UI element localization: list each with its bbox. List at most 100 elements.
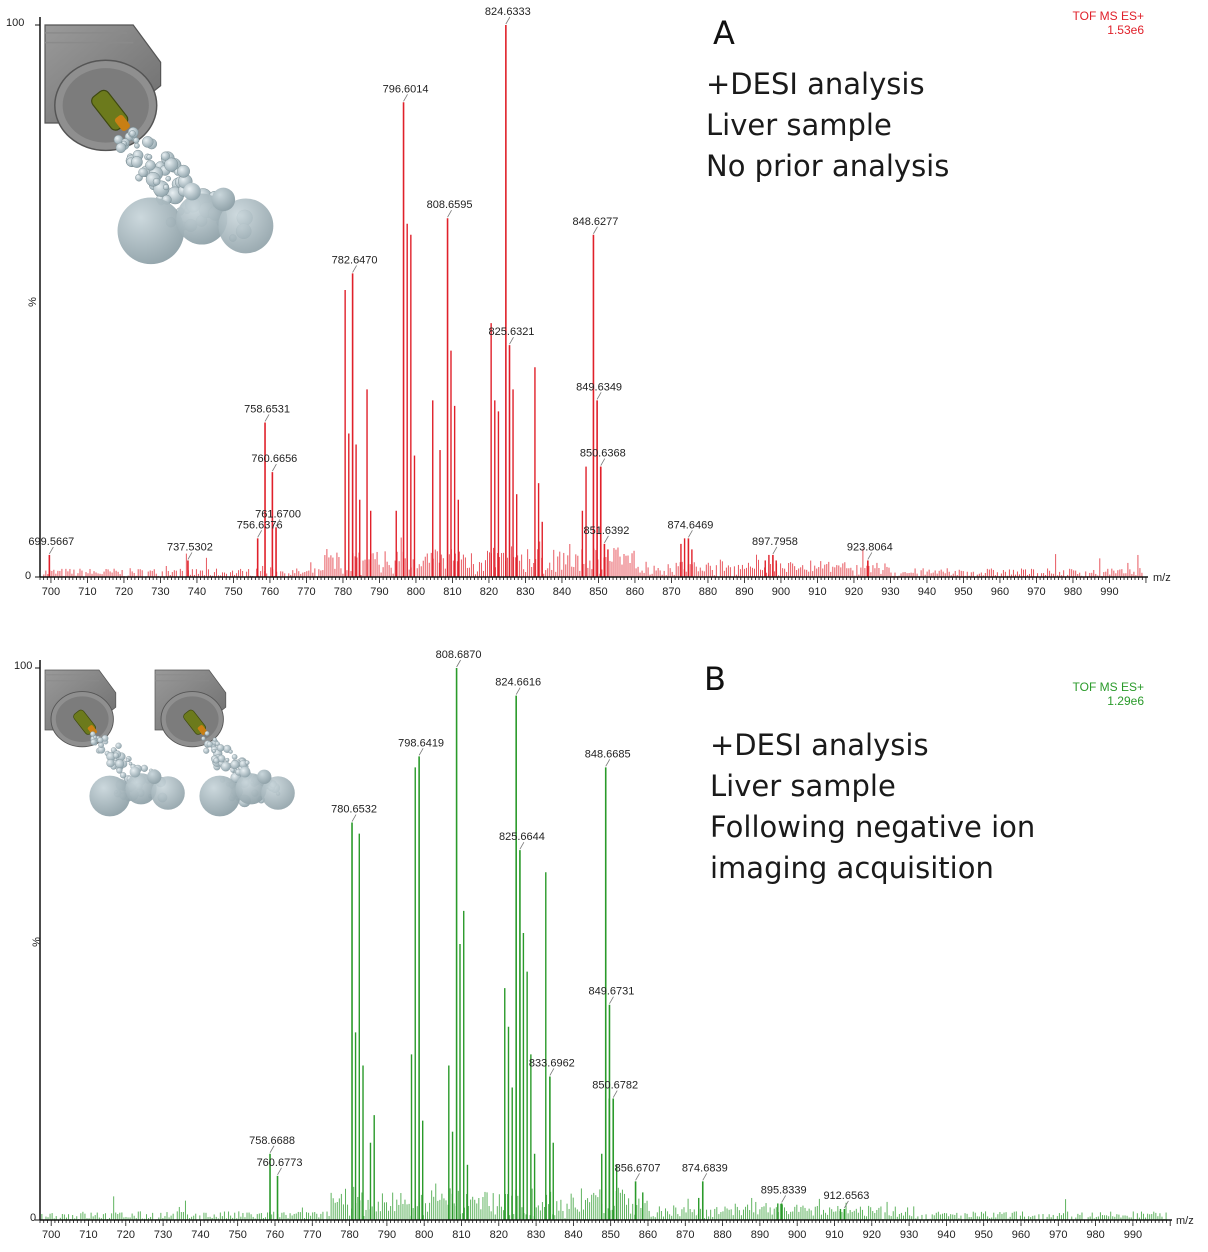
panel-b-peak-leader bbox=[519, 841, 525, 850]
panel-a-x-tick-label: 760 bbox=[261, 586, 279, 598]
sprayer-droplet bbox=[261, 776, 295, 810]
panel-b-instrument-mode: TOF MS ES+ bbox=[1072, 680, 1144, 694]
panel-b-peak-leader bbox=[612, 1090, 618, 1098]
panel-b-peak-leader bbox=[549, 1068, 555, 1076]
panel-a-peak-label: 849.6349 bbox=[576, 381, 622, 393]
panel-b-desc-line: +DESI analysis bbox=[710, 728, 929, 762]
panel-a-sprayer-illustration bbox=[44, 24, 274, 265]
sprayer-droplet bbox=[140, 764, 148, 772]
panel-b-peak-label: 833.6962 bbox=[529, 1057, 575, 1069]
sprayer-droplet bbox=[119, 772, 127, 779]
panel-a-x-tick-label: 720 bbox=[115, 586, 133, 598]
panel-a-peak-leader bbox=[604, 535, 609, 544]
panel-b-x-tick-label: 850 bbox=[602, 1229, 620, 1241]
sprayer-droplet bbox=[116, 767, 123, 774]
panel-b-x-axis-label: m/z bbox=[1176, 1215, 1194, 1227]
sprayer-droplet bbox=[89, 775, 131, 817]
panel-a-peak-leader bbox=[264, 414, 270, 422]
panel-b-x-tick-label: 920 bbox=[863, 1229, 881, 1241]
panel-a-y-tick-100: 100 bbox=[6, 17, 25, 29]
panel-b-y-tick-100: 100 bbox=[14, 660, 33, 672]
panel-b-x-tick-label: 840 bbox=[564, 1229, 582, 1241]
panel-b-peak-leader bbox=[277, 1167, 282, 1176]
panel-a-peak-leader bbox=[352, 265, 357, 273]
panel-a-y-label: % bbox=[26, 297, 39, 307]
panel-a-peak-label: 737.5302 bbox=[167, 541, 213, 553]
panel-a-x-tick-label: 870 bbox=[662, 586, 680, 598]
sprayer-barrel-ridge bbox=[155, 674, 210, 682]
panel-b-letter: B bbox=[704, 660, 726, 698]
panel-b-peak-label: 758.6688 bbox=[249, 1135, 295, 1147]
sprayer-droplet bbox=[125, 758, 130, 763]
sprayer-droplet bbox=[239, 766, 251, 778]
panel-a-x-tick-label: 830 bbox=[516, 586, 534, 598]
sprayer-droplet bbox=[183, 182, 201, 201]
sprayer-droplet bbox=[164, 157, 179, 172]
panel-b-peak-leader bbox=[456, 659, 461, 668]
panel-b-x-tick-label: 830 bbox=[527, 1229, 545, 1241]
panel-b-x-tick-label: 940 bbox=[937, 1229, 955, 1241]
sprayer-droplet bbox=[141, 136, 154, 148]
panel-a-peak-label: 808.6595 bbox=[427, 199, 473, 211]
panel-a-x-tick-label: 780 bbox=[334, 586, 352, 598]
panel-a-y-tick-0: 0 bbox=[25, 570, 32, 582]
panel-b-baseline-noise bbox=[41, 1183, 1167, 1220]
sprayer-droplet bbox=[211, 187, 236, 212]
sprayer-droplet bbox=[213, 757, 220, 764]
panel-b-x-tick-label: 720 bbox=[117, 1229, 135, 1241]
panel-b-x-tick-label: 970 bbox=[1049, 1229, 1067, 1241]
panel-b-peak-leader bbox=[609, 996, 614, 1004]
panel-a-peak-label: 699.5667 bbox=[28, 536, 74, 548]
panel-a-instrument-label: TOF MS ES+ 1.53e6 bbox=[1000, 9, 1144, 37]
panel-b-x-tick-label: 760 bbox=[266, 1229, 284, 1241]
panel-a-peak-leader bbox=[505, 16, 511, 25]
panel-a-x-tick-label: 740 bbox=[188, 586, 206, 598]
panel-a-peak-leader bbox=[49, 546, 54, 555]
panel-b-x-tick-label: 880 bbox=[713, 1229, 731, 1241]
panel-b-desc-line: imaging acquisition bbox=[710, 851, 994, 885]
sprayer-droplet bbox=[203, 747, 210, 754]
sprayer-droplet bbox=[117, 197, 185, 265]
panel-b-x-tick-label: 800 bbox=[415, 1229, 433, 1241]
panel-a-x-tick-label: 990 bbox=[1100, 586, 1118, 598]
sprayer-droplet bbox=[151, 776, 185, 810]
panel-a-x-tick-label: 950 bbox=[954, 586, 972, 598]
panel-b-sprayer-illustration bbox=[44, 669, 185, 817]
sprayer-droplet bbox=[212, 749, 216, 753]
panel-b-x-tick-label: 740 bbox=[191, 1229, 209, 1241]
panel-a-peak-leader bbox=[688, 530, 693, 538]
panel-b-x-tick-label: 770 bbox=[303, 1229, 321, 1241]
panel-a-desc-line: No prior analysis bbox=[706, 149, 950, 183]
panel-b-peak-label: 912.6563 bbox=[823, 1190, 869, 1202]
sprayer-droplet bbox=[129, 766, 141, 778]
panel-b-peak-leader bbox=[844, 1200, 849, 1209]
sprayer-droplet bbox=[129, 130, 136, 137]
panel-b-x-tick-label: 710 bbox=[79, 1229, 97, 1241]
sprayer-droplet bbox=[212, 737, 217, 742]
sprayer-droplet bbox=[206, 741, 213, 748]
panel-a-peak-label: 897.7958 bbox=[752, 536, 798, 548]
sprayer-tip bbox=[114, 114, 130, 132]
panel-b-peak-leader bbox=[702, 1173, 708, 1181]
sprayer-droplet bbox=[115, 759, 125, 769]
panel-a-x-tick-label: 800 bbox=[407, 586, 425, 598]
sprayer-droplet bbox=[133, 137, 140, 144]
panel-b-x-tick-label: 780 bbox=[340, 1229, 358, 1241]
panel-b-sprayer-illustration bbox=[154, 669, 295, 817]
sprayer-droplet bbox=[177, 164, 191, 178]
panel-b-x-tick-label: 860 bbox=[639, 1229, 657, 1241]
panel-a-letter: A bbox=[713, 14, 735, 52]
panel-b-x-tick-label: 990 bbox=[1124, 1229, 1142, 1241]
panel-a-x-tick-label: 910 bbox=[808, 586, 826, 598]
sprayer-droplet bbox=[162, 184, 170, 191]
panel-a-peak-label: 756.6376 bbox=[237, 519, 283, 531]
panel-a-peak-leader bbox=[272, 463, 277, 472]
panel-b-peak-label: 848.6685 bbox=[585, 748, 631, 760]
panel-a-x-tick-label: 980 bbox=[1064, 586, 1082, 598]
panel-a-x-tick-label: 930 bbox=[881, 586, 899, 598]
panel-b-desc-line: Liver sample bbox=[710, 769, 896, 803]
panel-b-peak-label: 856.6707 bbox=[615, 1162, 661, 1174]
sprayer-droplet bbox=[97, 737, 104, 744]
panel-b-x-tick-label: 820 bbox=[490, 1229, 508, 1241]
sprayer-droplet bbox=[147, 769, 162, 784]
